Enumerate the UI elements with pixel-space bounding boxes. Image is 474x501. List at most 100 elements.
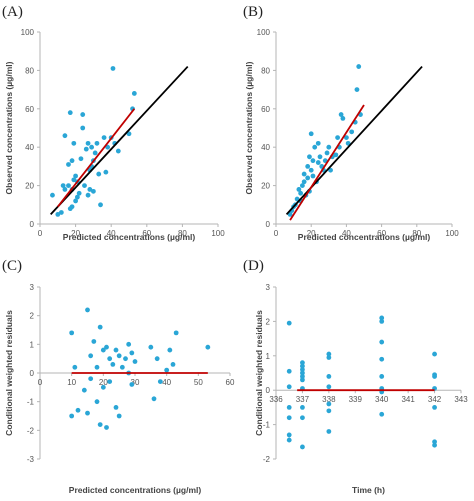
data-point xyxy=(72,364,78,370)
panel-d: (D) -2 -1 0 1 2 3 336 337 338 339 340 341 342 343 Time … xyxy=(243,258,468,495)
x-tick-label: 341 xyxy=(401,395,415,404)
y-tick-label: 3 xyxy=(30,283,35,292)
data-point xyxy=(85,410,90,416)
data-point xyxy=(312,144,318,150)
y-tick-label: -2 xyxy=(263,455,271,464)
data-point xyxy=(432,439,437,445)
data-point xyxy=(113,405,119,410)
y-tick-label: -1 xyxy=(27,398,35,407)
data-point xyxy=(119,364,125,370)
data-point xyxy=(66,183,71,189)
data-point xyxy=(85,307,90,313)
data-point xyxy=(286,437,292,443)
data-point xyxy=(157,379,163,384)
x-tick-label: 340 xyxy=(375,395,389,404)
x-tick-label: 80 xyxy=(412,229,421,238)
data-point xyxy=(305,164,311,169)
data-point xyxy=(354,87,360,92)
data-point xyxy=(113,347,119,353)
y-axis-title: Observed concentrations (µg/ml) xyxy=(4,61,14,194)
data-point xyxy=(89,144,95,150)
data-point xyxy=(310,158,316,164)
data-point xyxy=(80,125,86,131)
x-tick-label: 100 xyxy=(211,229,225,238)
data-point xyxy=(67,110,73,116)
data-point xyxy=(62,187,68,192)
data-point xyxy=(76,190,82,196)
data-point xyxy=(83,146,89,152)
x-tick-label: 40 xyxy=(162,378,171,387)
identity-line xyxy=(285,65,423,216)
data-point xyxy=(205,344,211,350)
x-tick-label: 60 xyxy=(377,229,386,238)
data-point xyxy=(71,177,77,183)
data-point xyxy=(62,133,68,139)
data-point xyxy=(173,330,179,336)
data-point xyxy=(310,173,316,179)
data-point xyxy=(317,154,323,160)
data-point xyxy=(308,167,314,173)
data-point xyxy=(110,362,116,367)
data-point xyxy=(69,204,75,210)
data-point xyxy=(432,405,437,410)
data-point xyxy=(432,351,437,357)
y-tick-label: 0 xyxy=(30,220,35,229)
data-point xyxy=(305,175,311,181)
data-point xyxy=(105,144,111,150)
y-tick-label: 2 xyxy=(30,312,35,321)
data-point xyxy=(338,112,344,117)
x-tick-label: 343 xyxy=(454,395,468,404)
data-point xyxy=(379,315,385,321)
data-point xyxy=(55,212,61,217)
x-axis-title: Predicted concentrations (µg/ml) xyxy=(63,232,196,242)
data-point xyxy=(324,150,330,156)
x-tick-label: 30 xyxy=(131,378,140,387)
data-point xyxy=(301,179,307,185)
y-tick-label: 0 xyxy=(30,369,35,378)
data-point xyxy=(104,425,109,430)
data-point xyxy=(129,350,135,356)
x-tick-label: 342 xyxy=(428,395,442,404)
y-tick-label: 2 xyxy=(266,317,271,326)
data-point xyxy=(326,374,332,379)
x-tick-label: 0 xyxy=(38,229,43,238)
data-point xyxy=(103,169,109,175)
data-point xyxy=(123,356,128,362)
data-point xyxy=(101,135,107,141)
data-point xyxy=(379,339,385,345)
data-point xyxy=(151,396,157,402)
data-point xyxy=(97,324,103,330)
data-point xyxy=(96,171,102,177)
data-point xyxy=(116,413,122,419)
data-point xyxy=(167,347,173,353)
data-point xyxy=(333,152,339,158)
data-point xyxy=(107,379,113,384)
data-point xyxy=(326,355,332,360)
data-point xyxy=(300,377,305,383)
data-point xyxy=(82,183,87,189)
y-tick-label: 60 xyxy=(25,105,34,114)
data-point xyxy=(115,148,121,154)
data-point xyxy=(298,190,304,196)
y-tick-label: 0 xyxy=(266,386,271,395)
data-point xyxy=(315,160,321,165)
data-point xyxy=(300,415,305,421)
y-tick-label: 1 xyxy=(30,340,35,349)
x-tick-label: 20 xyxy=(71,229,80,238)
data-point xyxy=(286,405,292,410)
y-tick-label: 40 xyxy=(25,143,34,152)
data-point xyxy=(69,413,75,419)
x-tick-label: 336 xyxy=(269,395,283,404)
data-point xyxy=(126,341,132,347)
data-point xyxy=(300,370,305,376)
data-point xyxy=(170,362,176,367)
data-point xyxy=(286,368,292,374)
x-tick-label: 40 xyxy=(342,229,351,238)
x-tick-label: 50 xyxy=(194,378,203,387)
x-tick-label: 20 xyxy=(307,229,316,238)
data-point xyxy=(300,363,305,369)
data-point xyxy=(379,374,385,379)
data-point xyxy=(349,129,355,135)
y-tick-label: 80 xyxy=(261,66,270,75)
